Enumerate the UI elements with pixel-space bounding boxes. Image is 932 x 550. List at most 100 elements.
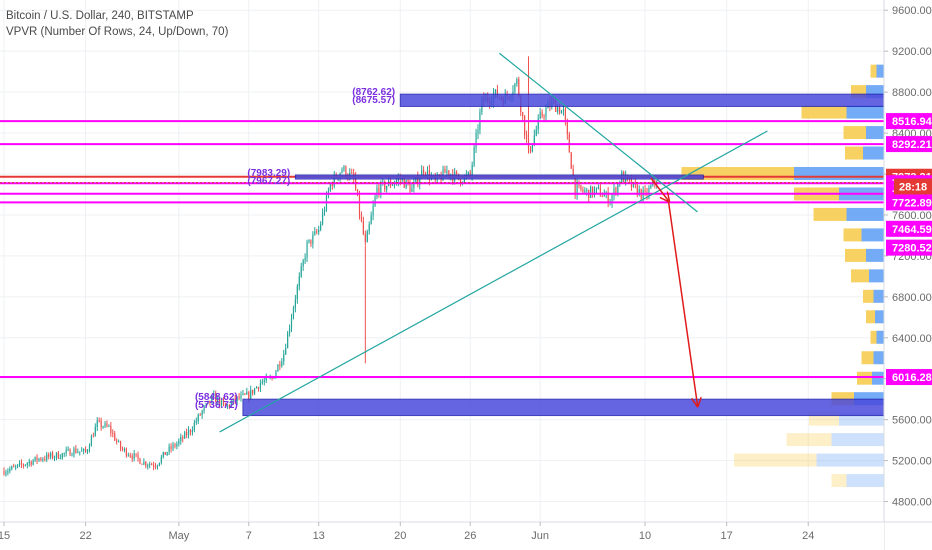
candle-body [607, 192, 609, 204]
candle-body [304, 257, 306, 261]
candle-body [129, 455, 131, 457]
x-tick-label: 26 [464, 530, 476, 542]
candle-body [90, 436, 93, 447]
candle-body [345, 166, 347, 177]
trendlines [219, 52, 768, 433]
candle-body [32, 460, 34, 465]
x-tick-label: 20 [394, 530, 406, 542]
price-tag-label: 7722.89 [892, 197, 932, 209]
candle-body [364, 234, 366, 243]
candle-body [133, 453, 135, 459]
candle-body [189, 430, 192, 433]
candle-body [473, 147, 475, 165]
candle-body [426, 170, 429, 176]
x-tick-label: Jun [531, 530, 549, 542]
candle-body [384, 181, 386, 190]
candle-body [61, 453, 63, 459]
zone-label: (8675.57) [352, 95, 395, 106]
time-axis: 15 22 May 7 13 20 26 Jun 10 17 24 [0, 521, 932, 550]
candle-body [240, 394, 242, 399]
y-tick-label: 4800.00 [892, 497, 932, 509]
candle-body [219, 397, 221, 406]
candle-body [378, 187, 380, 195]
candle-body [119, 441, 122, 449]
zone-label: (5736.72) [195, 400, 238, 411]
candle-body [51, 453, 54, 459]
candle-body [116, 440, 118, 442]
candle-body [529, 148, 532, 152]
candle-body [597, 187, 600, 189]
zone-label: (7967.27) [247, 176, 290, 187]
candle-body [252, 389, 254, 394]
volume-profile-down-bar [861, 351, 874, 365]
candle-body [306, 242, 308, 258]
candle-body [370, 215, 372, 225]
volume-profile-up-bar [866, 126, 884, 140]
volume-profile-up-bar [846, 105, 884, 119]
candle-body [22, 464, 25, 466]
zone-box [294, 174, 704, 180]
candle-body [226, 405, 229, 407]
candle-body [170, 446, 172, 449]
candle-body [77, 452, 79, 454]
candle-body [114, 433, 116, 441]
candle-body [215, 393, 217, 403]
candle-body [560, 110, 563, 114]
candle-body [263, 380, 265, 383]
candle-body [533, 135, 535, 146]
candle-body [3, 470, 5, 475]
candle-body [516, 79, 518, 84]
candle-body [48, 454, 50, 457]
candle-body [86, 449, 89, 452]
candle-body [580, 185, 582, 190]
candle-body [250, 389, 252, 399]
candle-body [230, 402, 232, 407]
candle-body [419, 178, 421, 185]
candle-body [232, 398, 234, 403]
volume-profile-down-bar [845, 146, 863, 160]
candle-body [288, 328, 291, 333]
candle-body [298, 276, 300, 287]
candle-body [613, 188, 615, 196]
candle-body [290, 318, 293, 329]
candle-body [18, 462, 21, 465]
candle-body [650, 185, 652, 189]
candle-body [471, 164, 473, 176]
candle-body [112, 432, 114, 434]
candle-body [174, 444, 176, 447]
candle-body [15, 466, 17, 468]
candle-body [557, 107, 559, 112]
candle-body [102, 426, 104, 428]
candle-body [220, 400, 223, 406]
candle-body [574, 175, 576, 196]
candle-body [475, 133, 477, 148]
candle-body [382, 181, 384, 183]
candle-body [320, 223, 322, 230]
zone-label: (7983.29) [247, 168, 290, 179]
candle-body [477, 130, 479, 134]
candle-body [152, 464, 155, 467]
zone-label: (5848.62) [195, 392, 238, 403]
price-tag-background [886, 194, 932, 211]
candle-body [73, 448, 75, 455]
price-zone: (8762.62)(8675.57) [352, 87, 885, 107]
volume-profile-down-bar [786, 433, 832, 447]
volume-profile-up-bar [846, 474, 884, 488]
candle-body [207, 400, 209, 404]
price-tag-background [886, 136, 932, 153]
candle-body [5, 472, 7, 475]
candle-body [106, 423, 108, 427]
candle-body [376, 187, 378, 197]
volume-profile-up-bar [875, 310, 884, 324]
volume-profile-up-bar [873, 289, 884, 303]
candle-body [55, 452, 58, 458]
candle-body [558, 107, 561, 114]
candle-body [13, 466, 15, 468]
volume-profile-down-bar [851, 269, 869, 283]
candle-body [172, 444, 174, 449]
y-tick-label: 9600.00 [892, 5, 932, 17]
candle-body [327, 190, 330, 195]
candle-body [444, 168, 446, 174]
candle-body [151, 464, 153, 466]
